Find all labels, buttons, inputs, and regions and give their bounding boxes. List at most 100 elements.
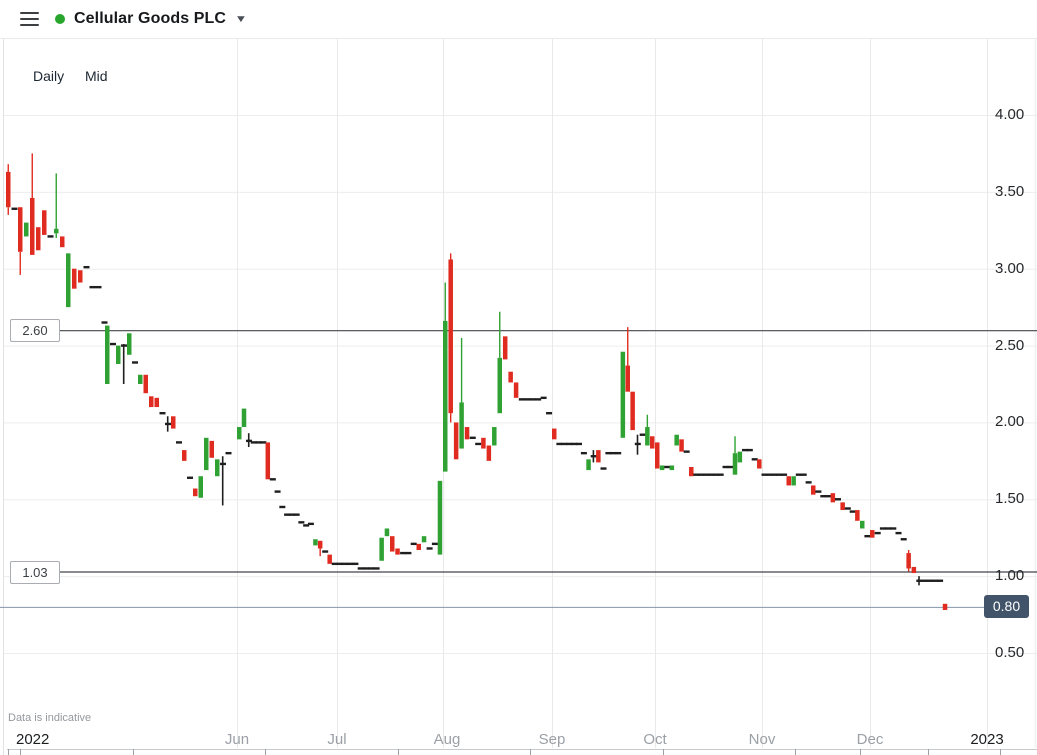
- candle: [336, 562, 343, 566]
- candle: [931, 579, 938, 582]
- candle: [576, 442, 582, 446]
- candle: [416, 543, 421, 551]
- candle: [215, 459, 220, 477]
- candle: [830, 493, 836, 503]
- y-axis-label: 4.00: [995, 106, 1025, 123]
- candle: [241, 408, 247, 428]
- candle: [54, 173, 59, 238]
- candle: [911, 566, 917, 574]
- candle: [698, 473, 705, 476]
- candle: [255, 441, 262, 444]
- candle: [274, 490, 281, 493]
- candle: [327, 554, 332, 564]
- candle: [307, 522, 314, 526]
- candle: [89, 285, 96, 289]
- candle: [761, 473, 768, 476]
- candle: [722, 465, 729, 469]
- candle: [47, 235, 54, 238]
- candle: [83, 265, 90, 269]
- candle: [840, 502, 845, 511]
- candle: [571, 442, 578, 446]
- x-axis-label: Oct: [643, 731, 667, 748]
- candle: [791, 476, 796, 486]
- candle: [540, 396, 547, 400]
- candle: [895, 531, 902, 535]
- candle: [674, 434, 679, 446]
- y-axis-label: 3.00: [995, 259, 1025, 277]
- candle: [605, 451, 612, 455]
- candle: [437, 480, 443, 555]
- candle: [390, 536, 395, 552]
- candle: [492, 427, 497, 446]
- candle: [293, 513, 300, 516]
- candle: [149, 396, 154, 408]
- candle: [426, 547, 433, 550]
- candle: [921, 579, 928, 582]
- candle: [260, 441, 267, 444]
- candle: [250, 441, 257, 444]
- candle: [786, 476, 791, 486]
- candle: [855, 510, 860, 521]
- status-dot-icon: [55, 14, 65, 24]
- candle: [524, 398, 531, 401]
- candle: [885, 527, 892, 530]
- candle: [620, 351, 626, 438]
- candle: [630, 391, 635, 431]
- candle: [703, 473, 710, 476]
- candle: [751, 458, 758, 461]
- candle: [209, 440, 214, 458]
- candle: [942, 603, 948, 610]
- candle: [198, 476, 203, 498]
- candle: [746, 448, 753, 452]
- candle: [664, 465, 671, 469]
- price-type-button[interactable]: Mid: [82, 66, 111, 86]
- x-axis-label: Sep: [538, 731, 566, 748]
- candle: [849, 510, 856, 513]
- candle: [693, 473, 700, 476]
- candle: [116, 345, 121, 365]
- candle: [101, 321, 108, 324]
- candle: [860, 520, 865, 529]
- candle: [6, 164, 11, 215]
- candle: [645, 414, 650, 446]
- candle: [284, 513, 291, 516]
- candle: [237, 427, 242, 440]
- candle: [771, 473, 778, 476]
- candle: [712, 473, 719, 476]
- candle: [766, 473, 773, 476]
- candle: [368, 567, 375, 570]
- candle: [357, 567, 364, 570]
- candle: [303, 524, 310, 527]
- candle: [182, 450, 187, 461]
- candle: [502, 336, 508, 360]
- candle: [176, 441, 182, 444]
- candle: [459, 337, 464, 449]
- candle: [475, 442, 482, 446]
- candle: [165, 416, 171, 432]
- candle: [448, 253, 453, 423]
- timeframe-button[interactable]: Daily: [30, 66, 67, 86]
- candle: [352, 562, 359, 566]
- candle: [279, 505, 286, 509]
- candle: [800, 473, 807, 476]
- hamburger-icon[interactable]: [20, 12, 39, 26]
- candle: [634, 434, 641, 455]
- x-axis-label: 2022: [16, 731, 50, 748]
- candle: [650, 436, 655, 449]
- candle: [469, 436, 476, 439]
- y-axis-label: 2.50: [995, 336, 1025, 354]
- candle: [781, 473, 788, 476]
- candle: [400, 551, 407, 555]
- candle: [341, 562, 348, 566]
- candle: [707, 473, 714, 476]
- candle: [443, 282, 448, 472]
- candle: [298, 521, 305, 524]
- level-label-low: 1.03: [10, 560, 60, 584]
- candle: [659, 465, 665, 471]
- candle: [481, 437, 486, 449]
- candle: [552, 428, 557, 440]
- candle: [453, 422, 459, 460]
- caret-down-icon[interactable]: ▼: [234, 13, 248, 25]
- candle: [431, 542, 438, 546]
